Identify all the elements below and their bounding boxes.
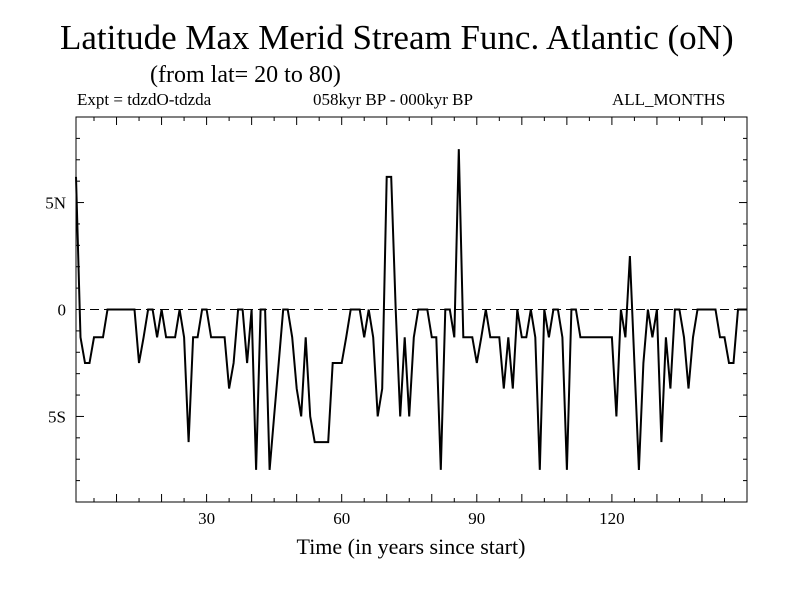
months-label: ALL_MONTHS [612, 90, 726, 109]
x-tick-label: 60 [333, 509, 350, 528]
y-tick-label: 5S [48, 407, 66, 426]
x-tick-label: 120 [599, 509, 625, 528]
period-label: 058kyr BP - 000kyr BP [313, 90, 473, 109]
y-tick-label: 5N [45, 194, 66, 213]
y-tick-labels: 5N 0 5S [45, 194, 66, 427]
chart-subtitle: (from lat= 20 to 80) [150, 62, 341, 88]
experiment-label: Expt = tdzdO-tdzda [77, 90, 212, 109]
x-tick-label: 30 [198, 509, 215, 528]
x-tick-label: 90 [468, 509, 485, 528]
y-tick-label: 0 [58, 301, 67, 320]
chart-title: Latitude Max Merid Stream Func. Atlantic… [60, 18, 734, 57]
x-tick-labels: 30 60 90 120 [198, 509, 625, 528]
series-line [75, 149, 747, 470]
x-axis-label: Time (in years since start) [297, 534, 526, 559]
